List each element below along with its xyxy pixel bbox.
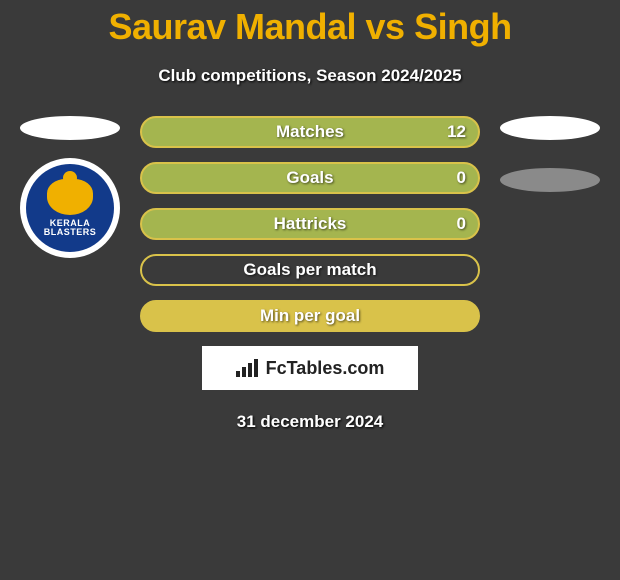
badge-outer-circle: KERALA BLASTERS [20,158,120,258]
right-ellipse-2 [500,168,600,192]
comparison-title: Saurav Mandal vs Singh [0,0,620,48]
bar-hattricks: Hattricks 0 [140,208,480,240]
bar-goals: Goals 0 [140,162,480,194]
elephant-icon [47,179,93,215]
bar-right-value: 0 [457,214,466,234]
bar-label: Goals per match [243,260,376,280]
bar-right-value: 12 [447,122,466,142]
left-player-column: KERALA BLASTERS [10,116,130,258]
left-club-badge: KERALA BLASTERS [20,158,120,258]
stat-bars: Matches 12 Goals 0 Hattricks 0 Goals per… [140,116,480,332]
brand-text: FcTables.com [266,358,385,379]
bar-goals-per-match: Goals per match [140,254,480,286]
badge-inner: KERALA BLASTERS [26,164,114,252]
comparison-date: 31 december 2024 [0,412,620,432]
comparison-subtitle: Club competitions, Season 2024/2025 [0,66,620,86]
right-ellipse-1 [500,116,600,140]
brand-box: FcTables.com [202,346,418,390]
content-area: KERALA BLASTERS Matches 12 Goals 0 Hattr… [0,116,620,432]
bar-label: Hattricks [274,214,347,234]
bar-label: Goals [286,168,333,188]
bar-right-value: 0 [457,168,466,188]
bar-label: Min per goal [260,306,360,326]
bar-min-per-goal: Min per goal [140,300,480,332]
right-player-column [490,116,610,192]
left-ellipse-placeholder [20,116,120,140]
brand-bars-icon [236,359,260,377]
bar-matches: Matches 12 [140,116,480,148]
badge-label: KERALA BLASTERS [26,219,114,237]
bar-label: Matches [276,122,344,142]
